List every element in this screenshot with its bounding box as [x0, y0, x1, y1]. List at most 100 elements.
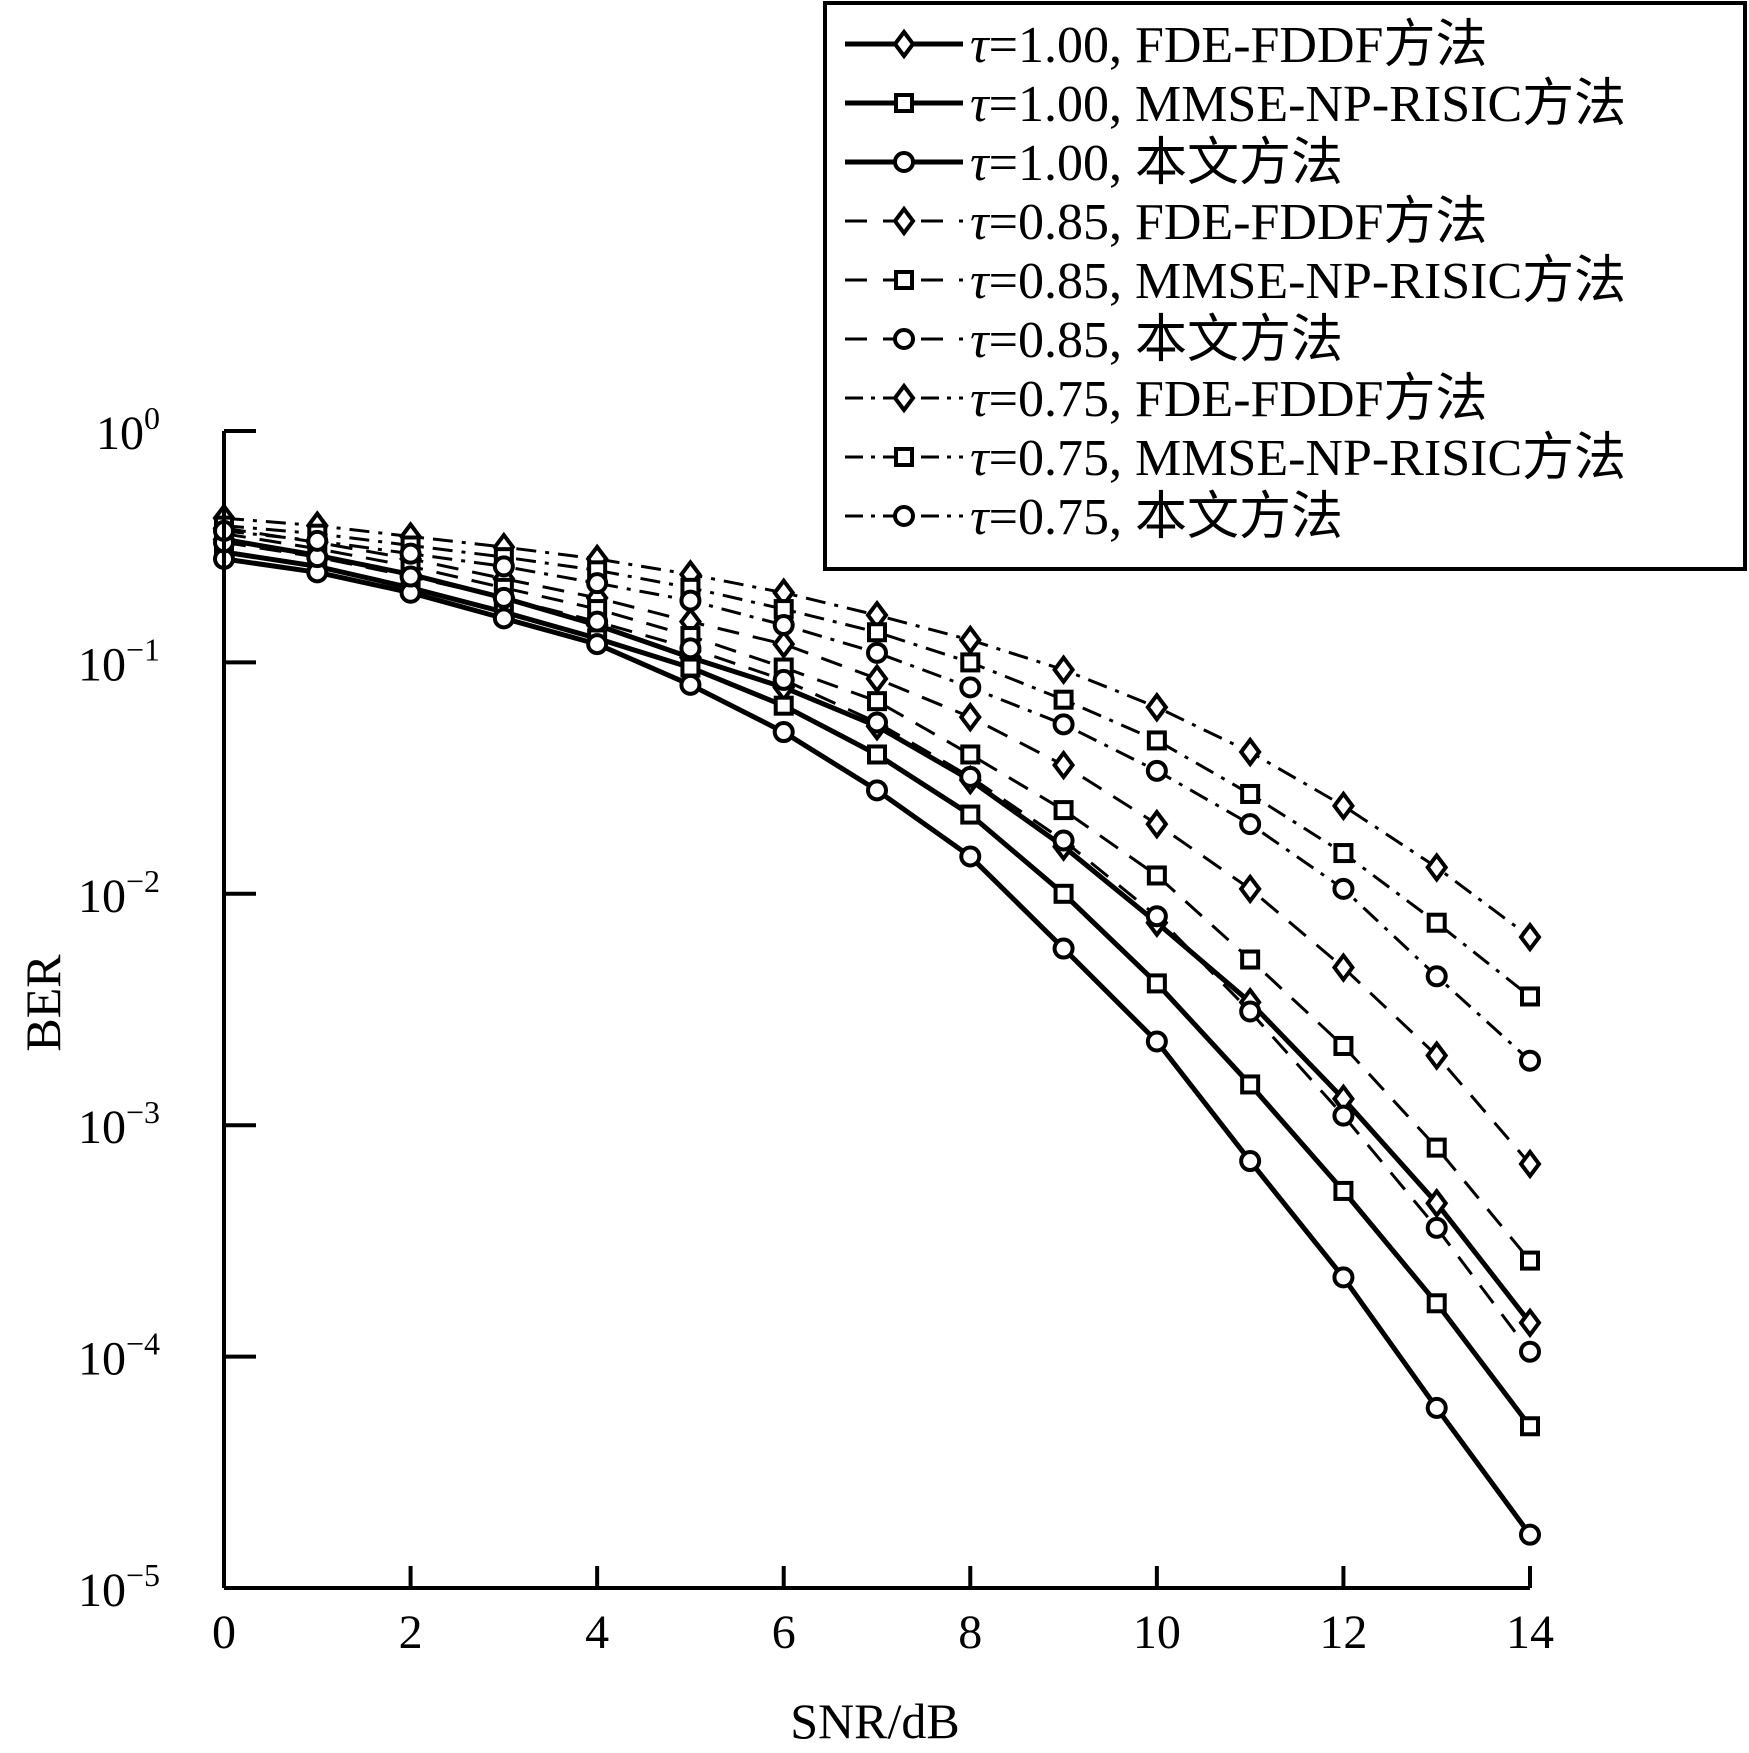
x-tick-label-10: 10 [1133, 1606, 1181, 1659]
data-point-5-8 [959, 765, 982, 788]
data-point-6-14 [1518, 921, 1542, 953]
data-point-5-14 [1519, 1340, 1541, 1363]
y-tick-label-1e-5: 10−5 [78, 1557, 160, 1617]
data-point-5-2 [399, 565, 422, 588]
data-point-2-10 [1145, 1030, 1168, 1053]
data-point-1-5 [680, 657, 701, 678]
data-point-7-7 [867, 622, 887, 643]
x-tick-label-2: 2 [399, 1606, 423, 1659]
data-point-3-13 [1425, 1040, 1449, 1071]
data-point-7-8 [960, 652, 981, 673]
data-point-8-2 [399, 542, 422, 565]
data-point-7-10 [1146, 730, 1167, 751]
x-tick-label-0: 0 [212, 1606, 236, 1659]
data-point-6-9 [1052, 654, 1076, 686]
data-point-5-3 [492, 586, 515, 609]
series-6 [212, 502, 1542, 953]
legend-marker-1 [894, 93, 914, 113]
x-tick-label-8: 8 [958, 1606, 982, 1659]
legend-label-7: τ=0.75, MMSE-NP-RISIC方法 [970, 430, 1626, 487]
y-tick-label-1e-1: 10−1 [78, 631, 160, 691]
y-axis-label: BER [15, 954, 71, 1052]
data-point-8-3 [492, 555, 515, 578]
data-point-1-14 [1520, 1416, 1540, 1437]
data-point-6-11 [1238, 736, 1262, 768]
data-point-6-12 [1331, 790, 1355, 822]
legend-label-6: τ=0.75, FDE-FDDF方法 [970, 371, 1487, 428]
legend-marker-8 [893, 505, 915, 527]
data-point-1-12 [1333, 1180, 1354, 1201]
series-line-4 [223, 532, 1532, 1262]
legend-label-5: τ=0.85, 本文方法 [970, 312, 1343, 369]
data-point-8-1 [306, 529, 329, 552]
data-point-4-7 [867, 691, 887, 712]
data-point-1-10 [1146, 973, 1167, 994]
series-line-8 [223, 529, 1532, 1062]
legend-label-0: τ=1.00, FDE-FDDF方法 [970, 17, 1487, 74]
data-point-8-5 [679, 589, 702, 612]
data-point-3-7 [865, 663, 889, 695]
series-2 [213, 547, 1541, 1546]
axes: 0 2 4 6 8 10 12 14 100 10−1 10−2 10−3 10−4 10−5 [78, 400, 1554, 1659]
data-point-6-10 [1145, 691, 1169, 723]
data-point-5-10 [1145, 905, 1168, 928]
data-point-2-13 [1425, 1396, 1448, 1419]
data-point-1-6 [773, 695, 794, 716]
series-line-5 [223, 540, 1532, 1353]
data-point-8-8 [959, 676, 982, 699]
data-point-3-12 [1331, 952, 1355, 983]
data-point-0-14 [1518, 1307, 1542, 1339]
legend-label-4: τ=0.85, MMSE-NP-RISIC方法 [970, 253, 1626, 310]
data-point-3-9 [1052, 749, 1076, 781]
data-point-5-4 [586, 610, 609, 633]
data-point-1-8 [960, 804, 981, 825]
data-point-3-14 [1518, 1148, 1542, 1180]
data-point-8-7 [866, 641, 888, 664]
data-point-2-4 [586, 633, 609, 656]
data-point-4-13 [1426, 1137, 1447, 1158]
y-tick-label-1e-3: 10−3 [78, 1094, 160, 1154]
data-point-7-14 [1520, 986, 1540, 1007]
data-point-6-8 [958, 624, 982, 656]
data-point-5-12 [1332, 1104, 1355, 1127]
data-point-8-13 [1425, 965, 1448, 988]
data-point-0-13 [1425, 1187, 1449, 1219]
data-point-7-9 [1053, 689, 1074, 710]
data-point-8-9 [1052, 713, 1075, 736]
legend-marker-3 [892, 205, 916, 237]
data-point-4-14 [1520, 1250, 1540, 1271]
data-point-2-8 [959, 845, 982, 868]
series-8 [213, 519, 1541, 1072]
y-tick-label-1e0: 100 [96, 400, 160, 460]
data-point-2-5 [679, 673, 702, 696]
data-point-2-12 [1332, 1266, 1355, 1289]
y-tick-label-1e-4: 10−4 [78, 1326, 160, 1386]
x-tick-label-12: 12 [1319, 1606, 1367, 1659]
data-point-4-8 [960, 744, 981, 765]
legend-marker-6 [892, 382, 916, 414]
data-point-5-13 [1425, 1216, 1448, 1239]
data-point-7-13 [1426, 912, 1447, 933]
legend-label-3: τ=0.85, FDE-FDDF方法 [970, 194, 1487, 251]
data-point-8-14 [1519, 1049, 1541, 1072]
data-point-8-6 [772, 614, 795, 637]
legend-label-8: τ=0.75, 本文方法 [970, 489, 1343, 546]
legend-marker-2 [893, 151, 915, 173]
data-point-5-6 [772, 668, 795, 691]
data-point-4-12 [1333, 1035, 1354, 1056]
plot-area [212, 502, 1542, 1546]
data-point-4-10 [1146, 865, 1167, 886]
data-point-5-7 [866, 711, 888, 734]
data-point-7-11 [1240, 783, 1261, 804]
legend-label-2: τ=1.00, 本文方法 [970, 135, 1343, 192]
data-point-8-10 [1145, 759, 1168, 782]
data-point-2-11 [1239, 1150, 1262, 1173]
data-point-8-4 [586, 572, 609, 595]
data-point-8-11 [1239, 813, 1262, 836]
data-point-3-6 [772, 628, 796, 660]
data-point-2-6 [772, 721, 795, 744]
legend-marker-7 [894, 447, 914, 467]
data-point-1-7 [867, 744, 887, 765]
data-point-1-9 [1053, 883, 1074, 904]
